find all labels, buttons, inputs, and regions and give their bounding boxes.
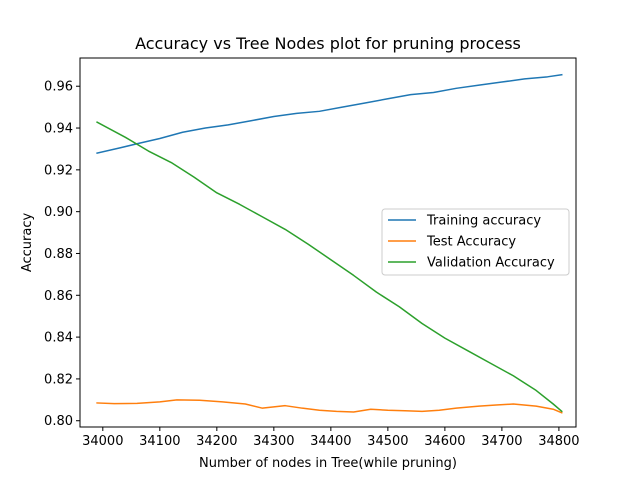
plot-lines [96,73,563,414]
x-tick-label: 34300 [253,434,294,449]
y-axis-label: Accuracy [20,213,35,273]
legend-label-0: Training accuracy [426,214,541,229]
x-tick-label: 34700 [481,434,522,449]
x-axis-label: Number of nodes in Tree(while pruning) [199,456,457,471]
legend: Training accuracy Test Accuracy Validation… [381,208,570,276]
legend-box [381,208,570,276]
x-tick-label: 34200 [196,434,237,449]
series-line-1 [96,399,563,414]
x-tick-label: 34100 [139,434,180,449]
y-tick-label: 0.82 [44,372,73,387]
x-tick-label: 34000 [82,434,123,449]
x-tick-label: 34500 [367,434,408,449]
y-tick-label: 0.88 [44,247,73,262]
series-line-2 [96,121,563,413]
legend-label-2: Validation Accuracy [427,256,555,271]
legend-label-1: Test Accuracy [426,235,516,250]
x-axis-ticks: 34000 34100 34200 34300 34400 34500 34600 34700… [82,427,580,449]
y-tick-label: 0.92 [44,163,73,178]
y-axis-ticks: 0.80 0.82 0.84 0.86 0.88 0.90 0.92 0.94 0.96 [44,80,80,429]
y-tick-label: 0.90 [44,205,73,220]
x-tick-label: 34600 [424,434,465,449]
y-tick-label: 0.84 [44,331,73,346]
plot-area-frame [79,57,577,428]
x-tick-label: 34800 [538,434,579,449]
y-tick-label: 0.80 [44,414,73,429]
chart-title: Accuracy vs Tree Nodes plot for pruning … [135,34,521,53]
y-tick-label: 0.86 [44,289,73,304]
y-tick-label: 0.96 [44,80,73,95]
x-tick-label: 34400 [310,434,351,449]
series-line-0 [96,73,563,155]
y-tick-label: 0.94 [44,122,73,137]
